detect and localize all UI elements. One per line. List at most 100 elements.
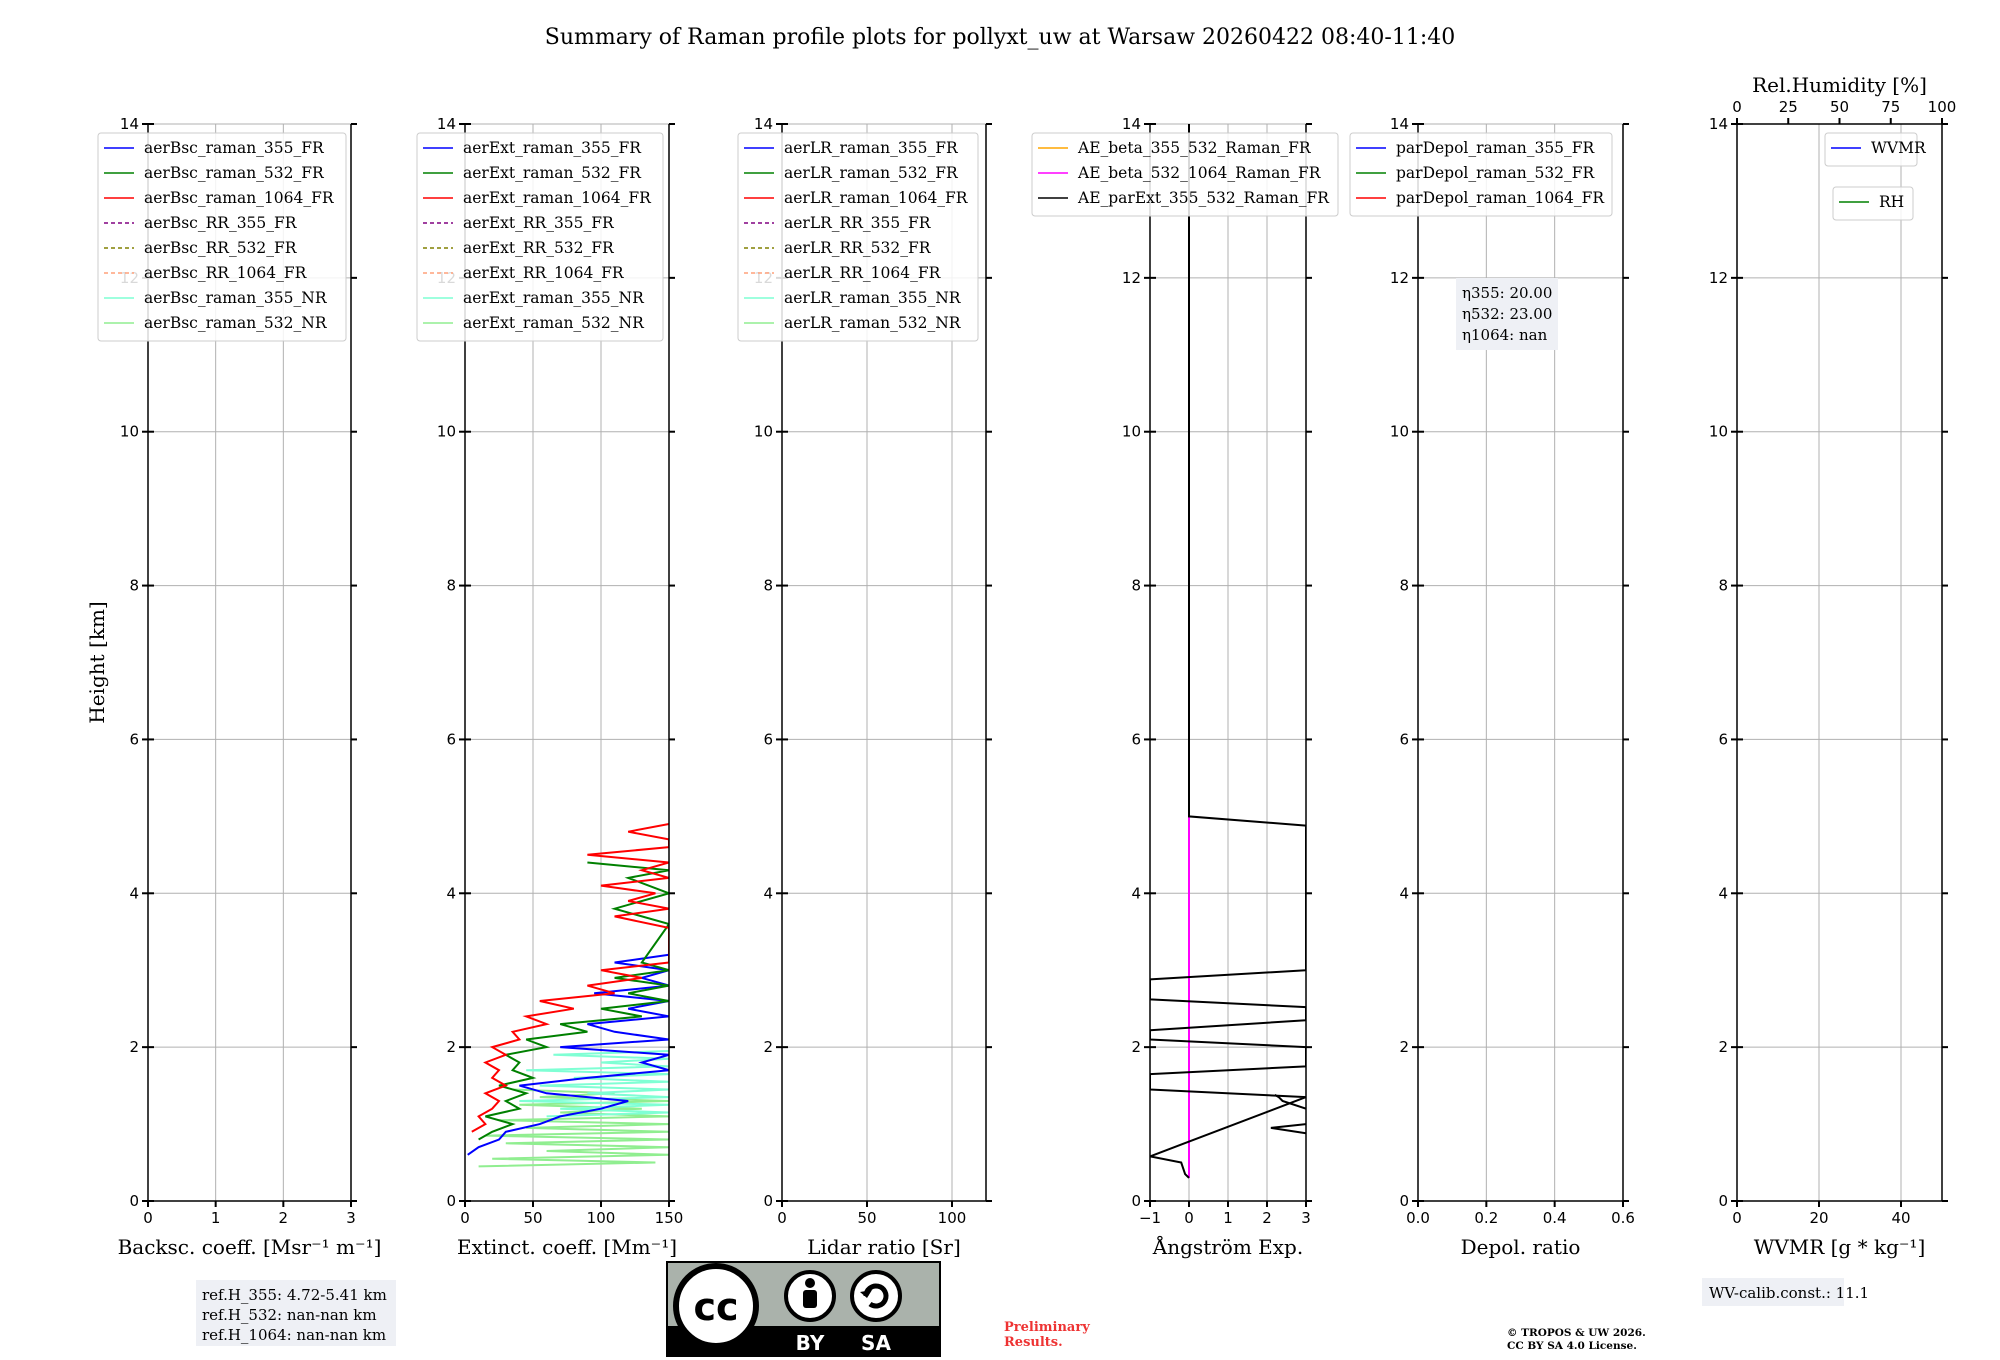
ae-xtick-label: −1 — [1139, 1209, 1161, 1227]
ae-legend-label: AE_parExt_355_532_Raman_FR — [1077, 189, 1330, 207]
bsc-legend-label: aerBsc_RR_1064_FR — [144, 264, 308, 282]
depol-ytick-label: 0 — [1399, 1192, 1409, 1210]
ae-ytick-label: 12 — [1122, 269, 1141, 287]
depol-ytick-label: 10 — [1390, 423, 1409, 441]
ext-ytick-label: 14 — [437, 115, 456, 133]
depol-xtick-label: 0.4 — [1543, 1209, 1567, 1227]
bsc-ytick-label: 4 — [129, 884, 139, 902]
bsc-ytick-label: 2 — [129, 1038, 139, 1056]
preliminary-note-line2: Results. — [1004, 1335, 1063, 1350]
lr-ytick-label: 10 — [754, 423, 773, 441]
ext-xlabel: Extinct. coeff. [Mm⁻¹] — [457, 1235, 677, 1259]
ext-series-aerExt_raman_532_FR — [478, 861, 669, 1141]
ext-legend-label: aerExt_raman_1064_FR — [463, 189, 652, 207]
ae-xlabel: Ångström Exp. — [1152, 1234, 1303, 1259]
ae-legend-frame — [1031, 132, 1339, 217]
lr-xlabel: Lidar ratio [Sr] — [807, 1235, 961, 1259]
bsc-xtick-label: 3 — [346, 1209, 356, 1227]
lr-legend-label: aerLR_RR_532_FR — [784, 239, 932, 257]
ae-ytick-label: 6 — [1131, 730, 1141, 748]
lr-ytick-label: 4 — [763, 884, 773, 902]
bsc-xlabel: Backsc. coeff. [Msr⁻¹ m⁻¹] — [118, 1235, 382, 1259]
lr-ytick-label: 6 — [763, 730, 773, 748]
depol-ytick-label: 8 — [1399, 577, 1409, 595]
bsc-ytick-label: 10 — [120, 423, 139, 441]
depol-legend-label: parDepol_raman_532_FR — [1396, 164, 1596, 182]
wv-calibration-box: WV-calib.const.: 11.1 — [1702, 1278, 1869, 1306]
lr-ytick-label: 8 — [763, 577, 773, 595]
bsc-ytick-label: 6 — [129, 730, 139, 748]
depol-ytick-label: 14 — [1390, 115, 1409, 133]
bsc-legend-label: aerBsc_raman_532_FR — [144, 164, 325, 182]
lr-xtick-label: 0 — [777, 1209, 787, 1227]
bsc-legend-frame — [97, 132, 347, 342]
depol-ytick-label: 12 — [1390, 269, 1409, 287]
ext-legend-label: aerExt_raman_532_NR — [463, 314, 645, 332]
ae-xtick-label: 3 — [1301, 1209, 1311, 1227]
ae-ytick-label: 2 — [1131, 1038, 1141, 1056]
bsc-legend-label: aerBsc_raman_355_NR — [144, 289, 328, 307]
bsc-xtick-label: 0 — [143, 1209, 153, 1227]
lr-xtick-label: 50 — [857, 1209, 876, 1227]
depol-legend-frame — [1349, 132, 1613, 217]
eta-box-frame — [1456, 278, 1558, 350]
wv-top-xtick-label: 75 — [1881, 98, 1900, 116]
ext-ytick-label: 6 — [446, 730, 456, 748]
bsc-ylabel: Height [km] — [85, 601, 109, 723]
panel-lr: 02468101214050100Lidar ratio [Sr]aerLR_r… — [737, 115, 992, 1259]
ext-xtick-label: 50 — [523, 1209, 542, 1227]
ae-xtick-label: 2 — [1262, 1209, 1272, 1227]
wv-rh-legend-label: RH — [1879, 193, 1904, 211]
ext-series-aerExt_raman_355_NR — [519, 1050, 669, 1118]
lr-legend-label: aerLR_raman_532_NR — [784, 314, 962, 332]
wv-ytick-label: 14 — [1709, 115, 1728, 133]
bsc-ytick-label: 8 — [129, 577, 139, 595]
eta-value-2: η1064: nan — [1462, 326, 1548, 344]
ext-ytick-label: 2 — [446, 1038, 456, 1056]
ref-height-355: ref.H_355: 4.72-5.41 km — [202, 1286, 387, 1304]
wv-top-xlabel: Rel.Humidity [%] — [1752, 73, 1927, 97]
lr-xtick-label: 100 — [938, 1209, 967, 1227]
share-alike-icon — [850, 1270, 902, 1322]
bsc-legend-label: aerBsc_raman_1064_FR — [144, 189, 335, 207]
ext-ytick-label: 10 — [437, 423, 456, 441]
wv-ytick-label: 8 — [1718, 577, 1728, 595]
cc-icon — [673, 1263, 759, 1349]
ae-xtick-label: 1 — [1223, 1209, 1233, 1227]
bsc-xtick-label: 1 — [211, 1209, 221, 1227]
ext-legend-label: aerExt_raman_355_FR — [463, 139, 642, 157]
wv-xtick-label: 40 — [1891, 1209, 1910, 1227]
ext-xtick-label: 0 — [460, 1209, 470, 1227]
depol-ytick-label: 2 — [1399, 1038, 1409, 1056]
wv-top-xtick-label: 100 — [1928, 98, 1957, 116]
wv-ytick-label: 12 — [1709, 269, 1728, 287]
panel-depol: 0 2 4 6 8 10 12 14 0.0 0.2 0.4 0.6 Depol. ratio parDe… — [1349, 115, 1635, 1259]
ext-xtick-label: 100 — [587, 1209, 616, 1227]
wv-ytick-label: 4 — [1718, 884, 1728, 902]
bsc-legend-label: aerBsc_raman_532_NR — [144, 314, 328, 332]
wv-xlabel: WVMR [g * kg⁻¹] — [1754, 1235, 1926, 1259]
lr-legend-label: aerLR_raman_532_FR — [784, 164, 959, 182]
ext-series-aerExt_raman_355_FR — [467, 953, 669, 1156]
sa-label: SA — [861, 1331, 891, 1355]
depol-eta-box: η355: 20.00 η532: 23.00 η1064: nan — [1456, 278, 1558, 350]
ref-height-532: ref.H_532: nan-nan km — [202, 1306, 377, 1324]
ext-legend-label: aerExt_RR_532_FR — [463, 239, 615, 257]
eta-value-0: η355: 20.00 — [1462, 284, 1552, 302]
wv-top-xtick-label: 50 — [1830, 98, 1849, 116]
panel-ext: 02468101214050100150Extinct. coeff. [Mm⁻… — [416, 115, 684, 1259]
depol-xlabel: Depol. ratio — [1461, 1235, 1581, 1259]
ref-height-1064: ref.H_1064: nan-nan km — [202, 1326, 386, 1344]
cc-text: cc — [693, 1285, 738, 1329]
wv-xtick-label: 20 — [1809, 1209, 1828, 1227]
depol-xtick-label: 0.0 — [1406, 1209, 1430, 1227]
ae-ytick-label: 14 — [1122, 115, 1141, 133]
eta-value-1: η532: 23.00 — [1462, 305, 1552, 323]
ext-legend-label: aerExt_RR_1064_FR — [463, 264, 625, 282]
cc-by-sa-logo: cc BY SA — [666, 1261, 941, 1357]
ext-xtick-label: 150 — [655, 1209, 684, 1227]
ext-ytick-label: 0 — [446, 1192, 456, 1210]
wv-calib-const: WV-calib.const.: 11.1 — [1709, 1284, 1869, 1302]
